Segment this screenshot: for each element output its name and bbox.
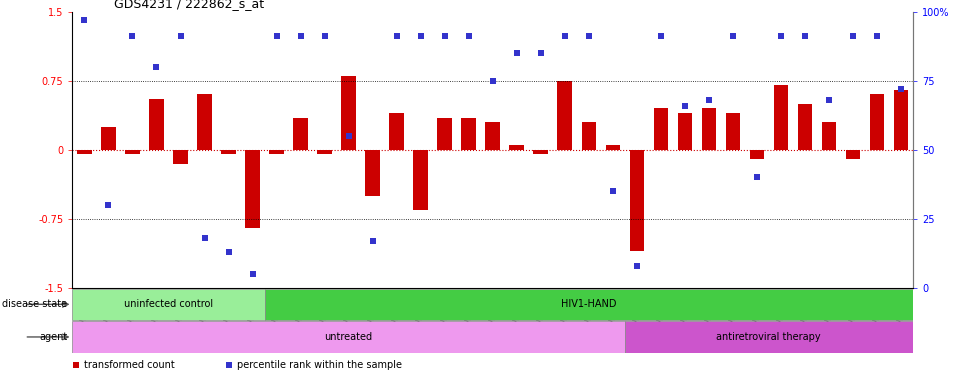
Bar	[869, 94, 884, 150]
Bar	[72, 289, 265, 320]
Bar	[677, 113, 692, 150]
Text: GDS4231 / 222862_s_at: GDS4231 / 222862_s_at	[115, 0, 265, 10]
Bar	[701, 108, 716, 150]
Bar	[630, 150, 644, 251]
Text: percentile rank within the sample: percentile rank within the sample	[237, 360, 402, 371]
Bar	[245, 150, 260, 228]
Bar	[606, 145, 620, 150]
Bar	[894, 90, 908, 150]
Bar	[557, 81, 572, 150]
Bar	[486, 122, 499, 150]
Bar	[533, 150, 548, 154]
Bar	[438, 118, 452, 150]
Text: untreated: untreated	[325, 332, 373, 342]
Bar	[221, 150, 236, 154]
Bar	[265, 289, 913, 320]
Bar	[774, 85, 788, 150]
Bar	[318, 150, 331, 154]
Bar	[845, 150, 860, 159]
Bar	[654, 108, 668, 150]
Bar	[341, 76, 355, 150]
Bar	[509, 145, 524, 150]
Bar	[173, 150, 187, 164]
Bar	[625, 321, 913, 353]
Text: HIV1-HAND: HIV1-HAND	[561, 299, 616, 310]
Bar	[365, 150, 380, 196]
Text: transformed count: transformed count	[84, 360, 175, 371]
Bar	[462, 118, 476, 150]
Bar	[413, 150, 428, 210]
Bar	[798, 104, 812, 150]
Text: disease state: disease state	[3, 299, 68, 310]
Text: agent: agent	[40, 332, 68, 342]
Bar	[197, 94, 212, 150]
Bar	[582, 122, 596, 150]
Bar	[150, 99, 163, 150]
Bar	[725, 113, 740, 150]
Bar	[822, 122, 836, 150]
Bar	[126, 150, 140, 154]
Bar	[389, 113, 404, 150]
Bar	[270, 150, 284, 154]
Bar	[294, 118, 308, 150]
Text: uninfected control: uninfected control	[124, 299, 213, 310]
Text: antiretroviral therapy: antiretroviral therapy	[717, 332, 821, 342]
Bar	[750, 150, 764, 159]
Bar	[101, 127, 116, 150]
Bar	[77, 150, 92, 154]
Bar	[72, 321, 625, 353]
